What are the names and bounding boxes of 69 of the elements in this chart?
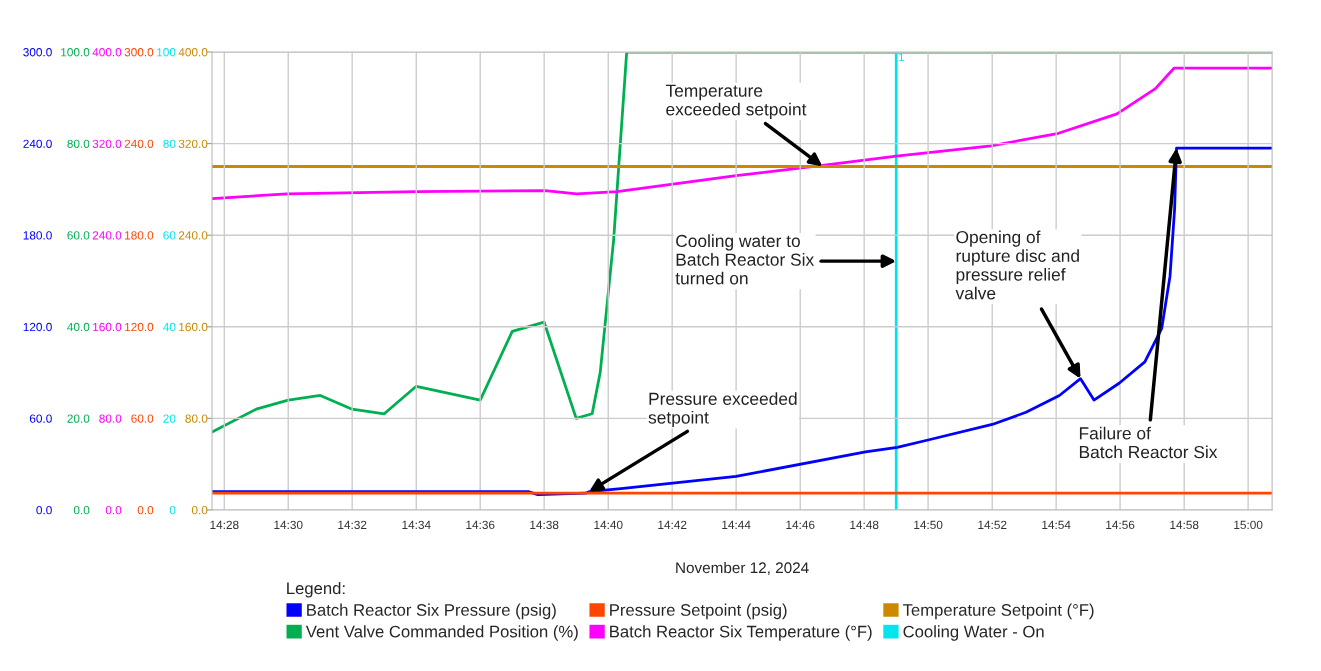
legend-label: Batch Reactor Six Temperature (°F) [610, 625, 872, 641]
x-tick-label: 14:58 [1170, 520, 1199, 530]
x-tick-label: 14:36 [466, 520, 495, 530]
x-tick-label: 14:48 [850, 520, 879, 530]
x-tick-label: 14:46 [786, 520, 815, 530]
annotation: 1 [899, 53, 904, 61]
annotation: Opening of rupture disc and pressure relief valve [955, 230, 1079, 300]
y-tick-label: 60.0 [131, 414, 154, 423]
x-tick-label: 14:30 [274, 520, 303, 530]
text: 80.0 [185, 414, 208, 423]
y2-tick-label: 80.0 [67, 139, 90, 148]
x-tick-label: 14:42 [658, 520, 687, 529]
line-series [212, 66, 1273, 200]
y2-tick-label: 20.0 [67, 414, 90, 423]
y2-tick-label: 100.0 [61, 48, 90, 57]
x-tick-label: 14:32 [338, 520, 367, 530]
text: 240.0 [23, 139, 52, 148]
y2-tick-label: 60.0 [67, 231, 90, 240]
annotation: Pressure exceeded setpoint [648, 392, 797, 428]
x-tick-label: 14:38 [530, 520, 559, 530]
annotation: Temperature exceeded setpoint [665, 84, 807, 119]
y-tick-label: 0.0 [137, 505, 154, 515]
y2-tick-label: 40.0 [67, 322, 90, 332]
legend-label: Pressure Setpoint (psig) [610, 603, 787, 620]
y-tick-label: 300.0 [124, 48, 154, 57]
text: 0 [169, 505, 176, 515]
text: 120.0 [23, 322, 52, 332]
legend-label: Temperature Setpoint (°F) [903, 603, 1094, 620]
x-tick-label: 14:28 [210, 520, 239, 530]
text: 300.0 [23, 48, 52, 57]
y3-tick-label: 0.0 [105, 505, 122, 515]
text: 60.0 [29, 414, 52, 423]
text: 20 [163, 414, 176, 423]
x-tick-label: 14:54 [1042, 520, 1071, 530]
annotation: Failure of Batch Reactor Six [1079, 426, 1218, 459]
text: 100 [157, 48, 176, 57]
y3-tick-label: 320.0 [92, 139, 122, 148]
text: 0.0 [191, 505, 208, 515]
line-series [212, 146, 1273, 497]
y3-tick-label: 160.0 [93, 322, 122, 332]
text: 240.0 [178, 231, 208, 240]
y3-tick-label: 400.0 [92, 48, 122, 57]
text: 160.0 [179, 322, 208, 332]
y-tick-label: 240.0 [124, 139, 154, 148]
text: 0.0 [36, 505, 52, 515]
y-tick-label: 180.0 [125, 231, 154, 240]
y3-tick-label: 240.0 [92, 231, 122, 240]
x-axis-title: November 12, 2024 [676, 561, 809, 575]
x-tick-label: 14:34 [402, 520, 431, 530]
x-tick-label: 14:52 [978, 520, 1007, 530]
text: 40 [163, 322, 176, 332]
text: 80 [163, 139, 176, 148]
x-tick-label: 14:56 [1106, 520, 1135, 530]
text: 400.0 [178, 48, 208, 57]
legend-label: Cooling Water - On [903, 625, 1044, 641]
y-tick-label: 120.0 [125, 322, 154, 332]
annotation: Cooling water to Batch Reactor Six turned on [675, 234, 814, 285]
legend-title: Legend: [287, 581, 345, 598]
x-tick-label: 15:00 [1234, 520, 1263, 530]
x-tick-label: 14:44 [722, 520, 751, 529]
y3-tick-label: 80.0 [99, 414, 122, 423]
text: 180.0 [23, 231, 52, 240]
text: 60 [163, 231, 176, 240]
x-tick-label: 14:40 [594, 520, 623, 530]
legend-label: Vent Valve Commanded Position (%) [305, 625, 578, 641]
text: 320.0 [178, 139, 208, 148]
x-tick-label: 14:50 [914, 520, 943, 530]
y2-tick-label: 0.0 [73, 505, 90, 515]
legend-label: Batch Reactor Six Pressure (psig) [307, 603, 556, 620]
